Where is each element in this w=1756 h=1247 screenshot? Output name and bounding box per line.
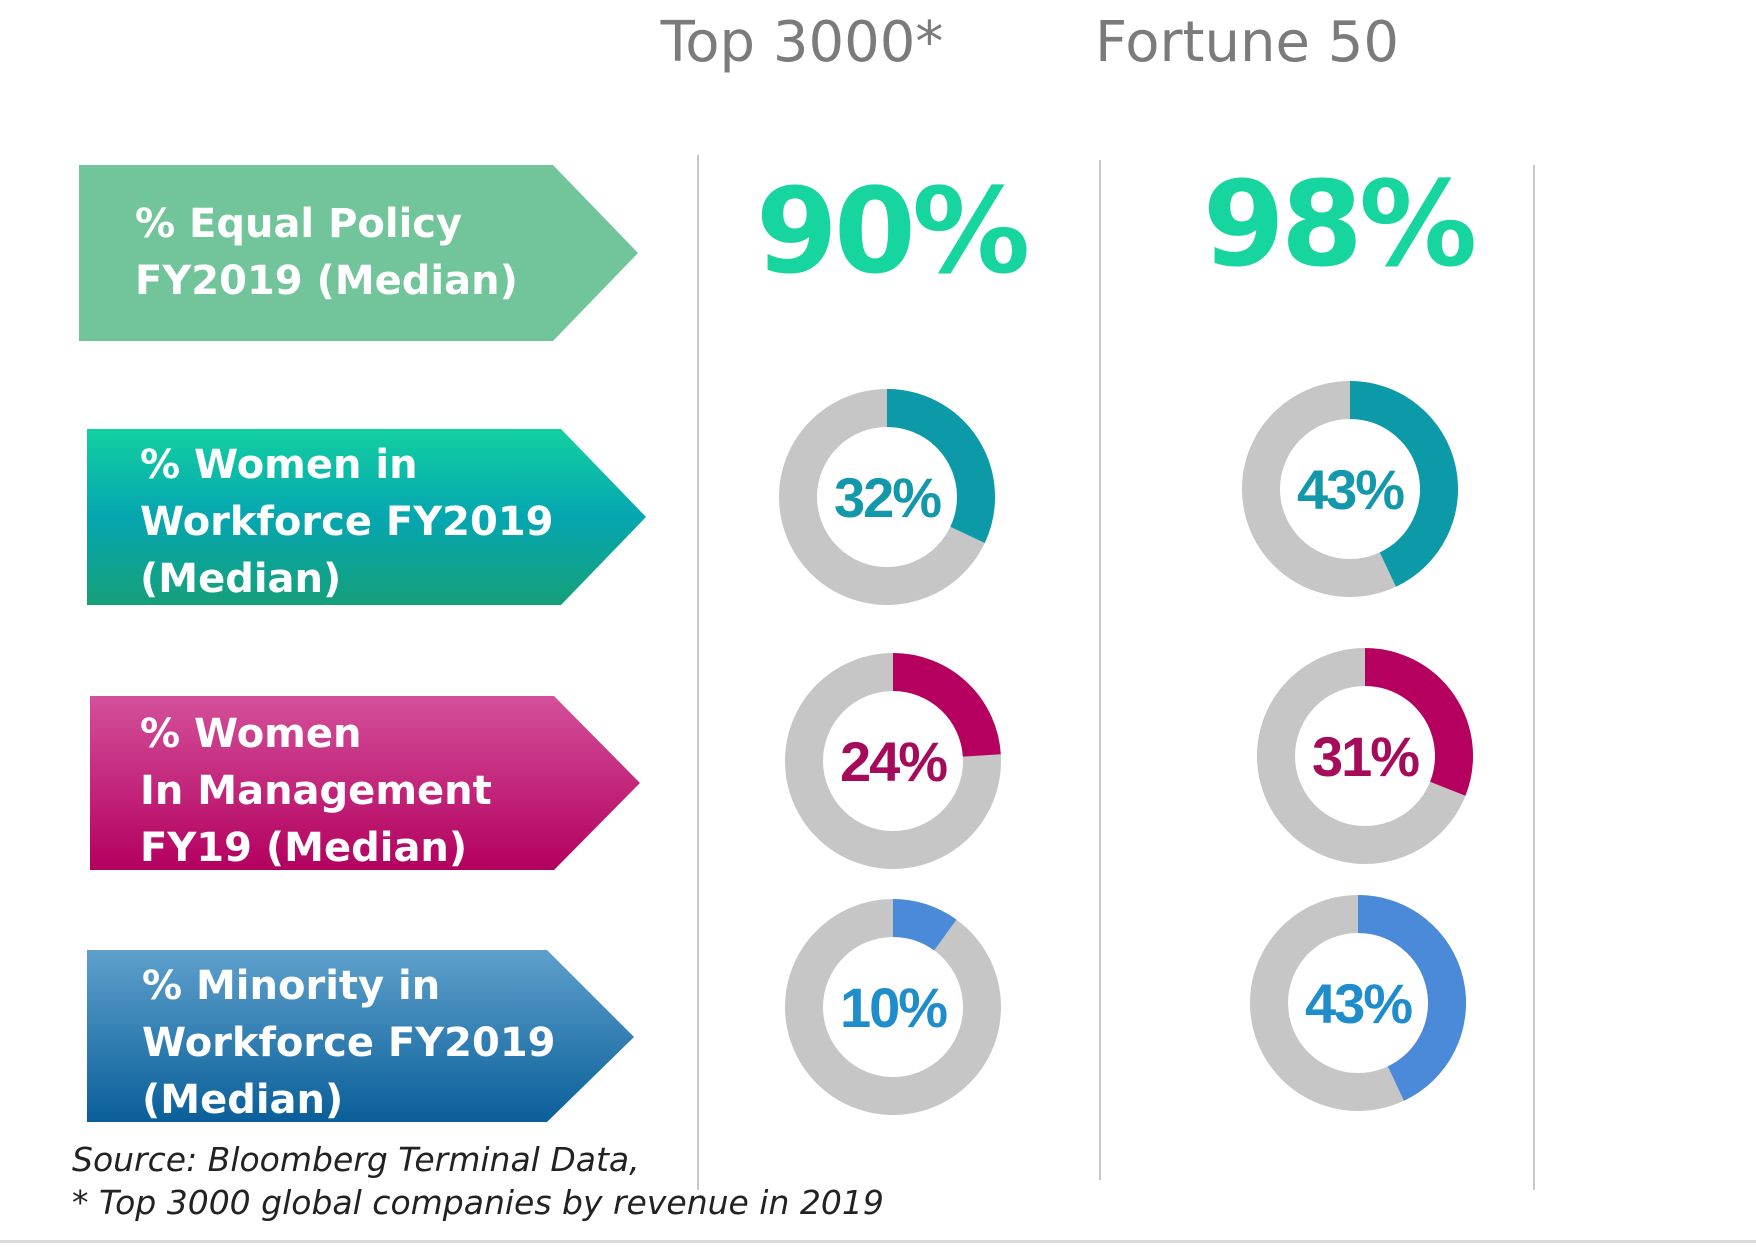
donut-minority-workforce-top3000-label: 10% [840,976,947,1039]
column-header-fortune50: Fortune 50 [1095,10,1399,75]
label-equal-policy-line1: % Equal Policy [135,201,462,247]
label-women-management-line1: % Women [140,711,361,757]
arrow-minority-workforce [87,950,634,1122]
donut-women-management-top3000-segment [892,653,1001,758]
column-header-top3000: Top 3000* [660,10,944,75]
donut-women-workforce-fortune50-label: 43% [1297,458,1404,521]
source-note: Source: Bloomberg Terminal Data, [72,1140,640,1179]
donut-women-workforce-top3000-label: 32% [834,466,941,529]
equal-policy-top3000-value: 90% [755,162,1030,300]
label-minority-workforce-line3: (Median) [142,1077,343,1123]
arrow-women-workforce [87,429,646,605]
label-women-workforce-line3: (Median) [140,556,341,602]
donut-minority-workforce-fortune50-segment [1357,895,1466,1101]
label-equal-policy-line2: FY2019 (Median) [135,258,518,304]
donut-women-management-fortune50-label: 31% [1312,725,1419,788]
label-minority-workforce-line1: % Minority in [142,963,440,1009]
label-minority-workforce-line2: Workforce FY2019 [142,1020,556,1066]
column-divider-right [1533,165,1535,1190]
equal-policy-fortune50-value: 98% [1202,155,1477,293]
donut-women-management-top3000-label: 24% [840,730,947,793]
donut-women-workforce-fortune50-segment [1349,381,1458,587]
arrow-women-management [90,696,640,870]
donut-women-management-fortune50-segment [1364,648,1473,796]
donut-women-workforce-top3000-segment [886,389,995,543]
label-women-workforce-line1: % Women in [140,442,418,488]
donut-minority-workforce-top3000-segment [892,899,957,951]
arrow-equal-policy [79,165,638,341]
bottom-rule [0,1240,1756,1243]
label-women-management-line3: FY19 (Median) [140,825,467,871]
label-women-workforce-line2: Workforce FY2019 [140,499,554,545]
donut-minority-workforce-fortune50-label: 43% [1305,972,1412,1035]
footnote-top3000: * Top 3000 global companies by revenue i… [72,1183,884,1222]
column-divider-left [697,155,699,1190]
label-women-management-line2: In Management [140,768,492,814]
column-divider-middle [1099,160,1101,1180]
